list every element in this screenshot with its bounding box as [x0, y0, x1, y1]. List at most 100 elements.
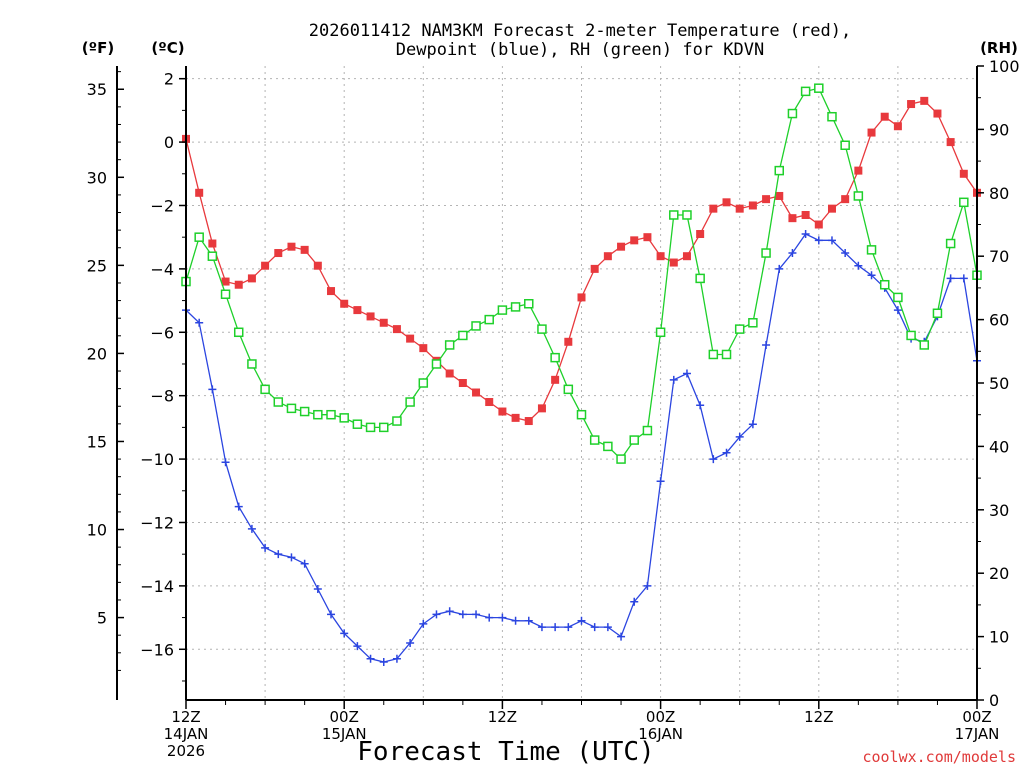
rh-point — [616, 454, 626, 464]
fahrenheit-unit-label: (ºF) — [82, 39, 114, 57]
dewpoint-point — [419, 619, 428, 628]
rh-point — [853, 191, 864, 201]
dewpoint-point — [722, 448, 731, 457]
chart-title-line-1: 2026011412 NAM3KM Forecast 2-meter Tempe… — [309, 21, 851, 41]
grid-lines — [186, 66, 977, 700]
temperature-point — [933, 109, 942, 118]
rh-point — [945, 238, 956, 249]
dewpoint-point — [551, 623, 560, 632]
dewpoint-point — [472, 610, 481, 619]
celsius-tick-label: −4 — [150, 260, 174, 279]
rh-point — [669, 210, 679, 220]
rh-point — [550, 352, 560, 363]
temperature-point — [788, 214, 797, 223]
rh-point — [774, 165, 784, 176]
dewpoint-point — [537, 623, 546, 632]
rh-point — [299, 406, 310, 417]
dewpoint-point — [274, 550, 283, 559]
dewpoint-point — [524, 616, 533, 625]
rh-point — [919, 340, 930, 350]
celsius-tick-label: −16 — [140, 640, 174, 659]
temperature-point — [498, 407, 507, 416]
temperature-point — [551, 375, 560, 384]
temperature-point — [221, 277, 230, 286]
x-axis-label: Forecast Time (UTC) — [357, 737, 654, 767]
rh-point — [418, 378, 429, 388]
dewpoint-point — [458, 610, 467, 619]
temperature-point — [907, 100, 916, 109]
temperature-point — [682, 252, 691, 261]
temperature-point — [340, 299, 349, 308]
rh-tick-label: 10 — [989, 628, 1009, 647]
rh-point — [734, 324, 745, 334]
dewpoint-point — [327, 610, 336, 619]
celsius-tick-label: 2 — [164, 70, 174, 89]
temperature-point — [696, 230, 705, 239]
dewpoint-point — [867, 271, 876, 280]
dewpoint-point — [340, 629, 349, 638]
dewpoint-point — [287, 553, 296, 562]
rh-point — [194, 232, 204, 242]
rh-point — [932, 308, 943, 319]
rh-point — [537, 324, 547, 334]
dewpoint-point — [234, 502, 243, 511]
temperature-point — [603, 252, 612, 261]
rh-unit-label: (RH) — [980, 39, 1018, 57]
dewpoint-point — [775, 264, 784, 273]
rh-tick-label: 80 — [989, 184, 1009, 203]
temperature-point — [247, 274, 256, 283]
temperature-point — [590, 264, 599, 273]
temperature-point — [458, 379, 467, 387]
dewpoint-point — [577, 616, 586, 625]
dewpoint-point — [195, 318, 204, 327]
temperature-point — [524, 417, 533, 426]
rh-tick-label: 60 — [989, 311, 1009, 330]
rh-point — [827, 111, 837, 122]
rh-point — [392, 416, 402, 426]
rh-point — [906, 330, 916, 341]
rh-point — [866, 245, 877, 255]
celsius-tick-label: −6 — [150, 323, 174, 342]
dewpoint-point — [854, 261, 863, 270]
temperature-point — [946, 138, 955, 147]
rh-point — [339, 413, 349, 423]
temperature-point — [617, 242, 626, 251]
series-rh — [181, 83, 982, 464]
dewpoint-point — [682, 369, 691, 378]
celsius-tick-label: −10 — [140, 450, 174, 469]
dewpoint-point — [247, 524, 256, 533]
rh-point — [379, 422, 389, 433]
x-tick-label: 16JAN — [638, 725, 683, 743]
x-tick-label: 2026 — [167, 742, 205, 760]
temperature-point — [867, 128, 876, 137]
dewpoint-point — [696, 401, 705, 410]
x-tick-label: 00Z — [330, 708, 359, 726]
rh-point — [471, 321, 481, 331]
rh-point — [629, 435, 639, 445]
rh-point — [207, 251, 218, 261]
dewpoint-point — [379, 657, 388, 666]
temperature-point — [472, 388, 481, 397]
dewpoint-point — [827, 236, 836, 245]
rh-point — [444, 340, 455, 350]
fahrenheit-tick-label: 30 — [87, 168, 107, 187]
rh-point — [708, 349, 719, 360]
dewpoint-point — [498, 613, 507, 622]
temperature-point — [313, 261, 322, 270]
dewpoint-point — [392, 654, 401, 663]
dewpoint-point — [893, 306, 902, 315]
rh-point — [748, 318, 758, 328]
dewpoint-point — [353, 642, 362, 651]
fahrenheit-tick-label: 15 — [87, 432, 107, 451]
temperature-point — [841, 195, 850, 204]
dewpoint-point — [485, 613, 494, 622]
rh-point — [273, 397, 284, 407]
x-tick-label: 12Z — [171, 708, 200, 726]
dewpoint-point — [300, 559, 309, 568]
rh-point — [484, 314, 494, 325]
temperature-point — [564, 337, 573, 346]
temperature-point — [537, 404, 546, 413]
x-tick-label: 00Z — [962, 708, 991, 726]
rh-point — [576, 409, 587, 420]
temperature-point — [775, 191, 784, 200]
